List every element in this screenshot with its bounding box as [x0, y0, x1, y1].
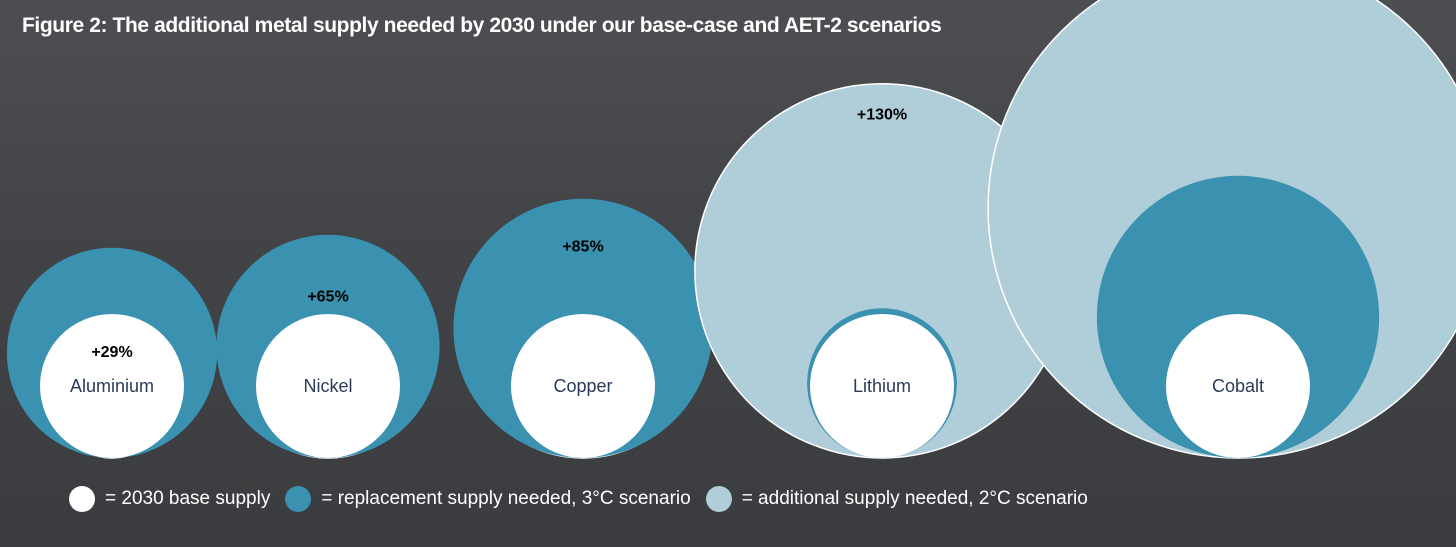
legend-item-replacement: = replacement supply needed, 3°C scenari…	[285, 486, 691, 512]
category-label-aluminium: Aluminium	[70, 376, 154, 396]
category-label-lithium: Lithium	[853, 376, 911, 396]
percent-label-aluminium: +29%	[91, 344, 132, 361]
percent-label-nickel: +65%	[307, 289, 348, 306]
legend-item-base: = 2030 base supply	[69, 486, 270, 512]
category-label-nickel: Nickel	[303, 376, 352, 396]
category-label-copper: Copper	[553, 376, 612, 396]
percent-label-copper: +85%	[562, 239, 603, 256]
bubble-base-nickel	[256, 314, 400, 458]
legend-swatch-additional	[705, 486, 732, 512]
category-label-cobalt: Cobalt	[1212, 376, 1264, 396]
legend-label-replacement: = replacement supply needed, 3°C scenari…	[321, 488, 691, 509]
bubble-base-copper	[511, 314, 655, 458]
legend-label-additional: = additional supply needed, 2°C scenario	[741, 488, 1088, 509]
legend-item-additional: = additional supply needed, 2°C scenario	[705, 486, 1088, 512]
bubble-base-aluminium	[40, 314, 184, 458]
legend-swatch-base	[69, 486, 95, 512]
bubble-base-lithium	[810, 314, 954, 458]
chart-title: Figure 2: The additional metal supply ne…	[22, 14, 942, 37]
legend: = 2030 base supply = replacement supply …	[69, 486, 1103, 512]
legend-swatch-replacement	[285, 486, 312, 512]
bubble-base-cobalt	[1166, 314, 1310, 458]
legend-label-base: = 2030 base supply	[105, 488, 271, 509]
percent-label-lithium: +130%	[857, 107, 907, 124]
